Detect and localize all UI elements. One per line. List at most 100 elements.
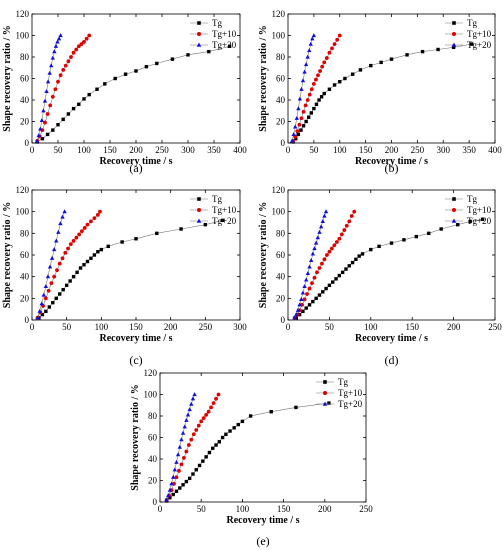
y-tick-label: 60 [148, 433, 158, 443]
y-tick-label: 20 [20, 117, 30, 127]
data-point [96, 250, 100, 254]
data-point [302, 284, 307, 289]
y-tick-label: 120 [272, 9, 286, 19]
x-tick-label: 400 [233, 145, 247, 155]
data-point [87, 33, 92, 38]
data-point [307, 286, 312, 291]
series-line-Tg [296, 219, 483, 319]
data-point [307, 48, 312, 53]
data-point [89, 256, 93, 260]
data-point [317, 266, 322, 270]
data-point [295, 307, 301, 312]
chart-panel-2: 0 50 100 150 200 250 300 350 400 0 20 40 60 80 100 120 R… [258, 9, 502, 175]
data-point [402, 238, 406, 242]
data-point [350, 72, 355, 76]
data-point [214, 396, 218, 401]
data-point [51, 247, 57, 252]
data-point [53, 87, 58, 92]
x-tick-label: 250 [488, 322, 502, 332]
y-tick-label: 0 [281, 138, 286, 148]
data-point [301, 124, 306, 128]
series-line-Tgplus10 [36, 35, 90, 141]
data-point [177, 468, 181, 473]
x-tick-label: 50 [309, 145, 319, 155]
data-point [311, 33, 317, 38]
data-point [294, 405, 298, 410]
x-axis-title: Recovery time / s [99, 156, 172, 167]
data-point [232, 426, 236, 430]
data-point [323, 209, 329, 214]
data-point [327, 87, 332, 91]
data-point [312, 275, 317, 280]
data-point [324, 286, 328, 291]
data-point [39, 301, 44, 306]
data-point [304, 306, 308, 310]
data-point [405, 53, 409, 57]
data-point [120, 240, 124, 244]
y-tick-label: 100 [144, 390, 158, 400]
data-point [187, 407, 192, 412]
legend-marker [452, 21, 456, 25]
y-tick-label: 80 [20, 228, 30, 238]
data-point [155, 231, 159, 236]
data-point [309, 87, 314, 92]
data-point [317, 293, 322, 297]
data-point [302, 297, 307, 302]
data-point [321, 290, 325, 294]
data-point [35, 315, 40, 320]
data-point [389, 57, 394, 61]
x-axis-title: Recovery time / s [99, 333, 172, 344]
x-tick-label: 150 [277, 504, 291, 514]
x-tick-label: 0 [286, 145, 291, 155]
data-point [169, 481, 174, 486]
data-point [337, 273, 342, 278]
data-point [308, 41, 313, 46]
data-point [45, 79, 51, 84]
data-point [43, 120, 47, 125]
x-tick-label: 200 [318, 504, 332, 514]
data-point [82, 263, 86, 267]
data-point [74, 47, 79, 52]
data-point [207, 450, 212, 455]
data-point [337, 33, 342, 38]
x-tick-label: 350 [207, 145, 221, 155]
data-point [85, 222, 90, 227]
data-point [37, 308, 42, 313]
x-tick-label: 100 [77, 145, 91, 155]
data-point [310, 251, 316, 256]
data-point [38, 126, 43, 131]
y-tick-label: 100 [272, 31, 286, 41]
data-point [190, 396, 196, 401]
chart-panel-1: 0 50 100 150 200 250 300 350 400 0 20 40 60 80 100 120 R… [2, 9, 247, 175]
data-point [320, 219, 325, 224]
x-tick-label: 100 [236, 504, 250, 514]
data-point [62, 209, 67, 214]
data-point [170, 57, 175, 61]
data-point [347, 264, 351, 268]
x-tick-label: 150 [103, 145, 117, 155]
data-point [77, 102, 81, 106]
panel-label: (a) [129, 161, 142, 175]
legend-label: Tg+20 [467, 216, 492, 226]
data-point [320, 261, 324, 266]
data-point [427, 231, 431, 236]
data-point [187, 476, 192, 481]
data-point [87, 92, 91, 97]
data-point [304, 119, 308, 124]
data-point [54, 238, 59, 243]
data-point [480, 217, 485, 221]
x-tick-label: 0 [286, 322, 291, 332]
x-tick-label: 150 [359, 145, 373, 155]
data-point [80, 229, 84, 234]
x-tick-label: 0 [30, 145, 35, 155]
data-point [360, 252, 365, 256]
data-point [63, 250, 68, 255]
data-point [357, 254, 361, 258]
data-point [377, 244, 381, 249]
y-tick-label: 20 [148, 476, 158, 486]
data-point [43, 284, 49, 289]
data-point [66, 112, 71, 116]
y-tick-label: 20 [20, 293, 30, 303]
data-point [79, 42, 84, 46]
